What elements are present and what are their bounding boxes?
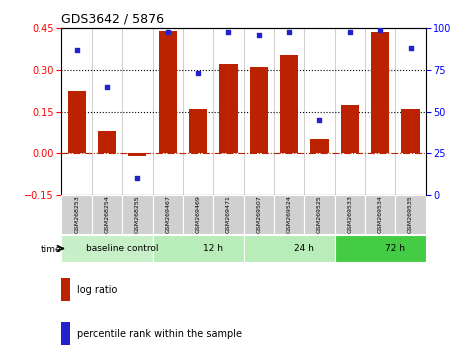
FancyBboxPatch shape [244,235,334,262]
Text: time: time [41,245,61,255]
FancyBboxPatch shape [395,195,426,234]
FancyBboxPatch shape [365,195,395,234]
FancyBboxPatch shape [61,195,92,234]
Bar [128,153,147,156]
Text: baseline control: baseline control [86,244,158,253]
Bar [158,31,177,153]
Point [285,29,293,34]
FancyBboxPatch shape [334,235,426,262]
Text: GSM269525: GSM269525 [317,195,322,233]
Text: 24 h: 24 h [294,244,314,253]
FancyBboxPatch shape [244,195,274,234]
FancyBboxPatch shape [334,195,365,234]
FancyBboxPatch shape [61,235,152,262]
Point [255,32,263,38]
Point [377,27,384,33]
Text: 12 h: 12 h [203,244,223,253]
Bar [402,109,420,153]
Bar [98,131,116,153]
Text: GSM268254: GSM268254 [105,195,110,233]
Bar [219,64,237,153]
Text: GSM269471: GSM269471 [226,195,231,233]
FancyBboxPatch shape [122,195,152,234]
Text: GSM269533: GSM269533 [347,195,352,233]
FancyBboxPatch shape [213,195,244,234]
Bar [250,67,268,153]
Bar [61,322,70,345]
Point [315,117,323,123]
Point [194,70,202,76]
Point [346,29,354,34]
Text: percentile rank within the sample: percentile rank within the sample [77,329,242,339]
Text: GDS3642 / 5876: GDS3642 / 5876 [61,13,165,26]
FancyBboxPatch shape [274,195,304,234]
Text: GSM268255: GSM268255 [135,195,140,233]
Bar [68,91,86,153]
Text: GSM269534: GSM269534 [377,195,383,233]
Point [133,175,141,181]
Text: GSM269469: GSM269469 [195,195,201,233]
FancyBboxPatch shape [92,195,122,234]
Point [103,84,111,89]
Point [73,47,80,53]
Text: 72 h: 72 h [385,244,405,253]
Point [225,29,232,34]
FancyBboxPatch shape [152,195,183,234]
FancyBboxPatch shape [152,235,244,262]
FancyBboxPatch shape [183,195,213,234]
Text: GSM269524: GSM269524 [287,195,292,233]
Text: GSM269507: GSM269507 [256,195,261,233]
Point [164,29,172,34]
Bar [341,104,359,153]
Bar [61,278,70,301]
Bar [280,55,298,153]
FancyBboxPatch shape [304,195,334,234]
Bar [371,33,389,153]
Point [407,45,414,51]
Text: GSM269467: GSM269467 [165,195,170,233]
Bar [310,139,329,153]
Text: log ratio: log ratio [77,285,117,295]
Bar [189,109,207,153]
Text: GSM268253: GSM268253 [74,195,79,233]
Text: GSM269535: GSM269535 [408,195,413,233]
